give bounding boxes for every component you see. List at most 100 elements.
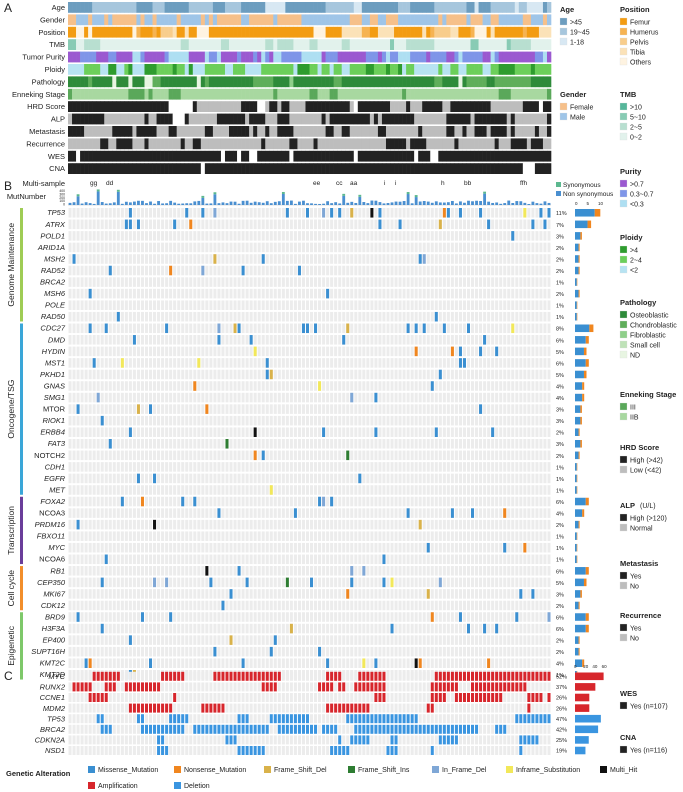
matrix-cell	[96, 208, 100, 218]
track-cell	[357, 163, 363, 174]
track-cell	[253, 76, 258, 88]
track-cell	[466, 88, 471, 100]
matrix-cell	[169, 369, 173, 380]
track-cell	[136, 113, 141, 125]
track-cell	[478, 163, 483, 174]
track-cell	[241, 76, 246, 88]
track-cell	[245, 14, 250, 26]
track-cell	[184, 14, 190, 26]
matrix-cell	[350, 369, 354, 380]
group-bar-0	[20, 208, 23, 322]
track-cell	[381, 88, 387, 100]
matrix-cell	[257, 231, 261, 241]
track-cell	[526, 101, 532, 112]
mutation-cell	[487, 219, 491, 230]
matrix-cell	[318, 277, 322, 287]
matrix-cell	[314, 254, 318, 264]
track-cell	[156, 39, 161, 50]
track-cell	[478, 2, 483, 13]
track-cell	[148, 113, 153, 125]
matrix-cell	[185, 473, 189, 484]
matrix-cell	[495, 335, 499, 345]
matrix-cell	[265, 208, 269, 218]
track-cell	[144, 126, 149, 137]
matrix-cell	[144, 450, 149, 461]
track-cell	[72, 39, 77, 50]
matrix-cell	[483, 208, 487, 218]
track-cell	[385, 64, 391, 75]
track-cell	[128, 126, 133, 137]
matrix-cell	[322, 242, 326, 253]
mutnumber-bar	[382, 203, 386, 205]
track-cell	[402, 64, 407, 75]
matrix-cell	[326, 381, 330, 391]
matrix-cell	[362, 300, 366, 310]
matrix-cell	[225, 300, 229, 310]
matrix-cell	[386, 462, 390, 472]
track-cell	[418, 126, 423, 137]
matrix-cell	[507, 265, 511, 276]
matrix-cell	[237, 427, 241, 437]
matrix-cell	[221, 369, 225, 380]
matrix-cell	[173, 300, 177, 310]
matrix-cell	[136, 381, 140, 391]
track-cell	[192, 163, 198, 174]
matrix-cell	[410, 358, 414, 368]
matrix-cell	[104, 231, 108, 241]
matrix-cell	[422, 208, 426, 218]
matrix-cell	[410, 392, 414, 403]
matrix-cell	[112, 242, 116, 253]
matrix-cell	[221, 381, 225, 391]
matrix-cell	[76, 335, 80, 345]
track-cell	[192, 113, 198, 125]
track-cell	[136, 51, 141, 63]
matrix-cell	[120, 208, 124, 218]
matrix-cell	[531, 404, 535, 414]
track-cell	[156, 101, 161, 112]
matrix-cell	[438, 450, 442, 461]
matrix-cell	[217, 404, 221, 414]
gene-label: EGFR	[44, 474, 65, 483]
matrix-cell	[531, 439, 535, 449]
track-cell	[466, 126, 471, 137]
matrix-cell	[350, 381, 354, 391]
matrix-cell	[209, 335, 213, 345]
mutnumber-bar	[80, 203, 84, 205]
track-cell	[293, 113, 298, 125]
matrix-cell	[543, 254, 547, 264]
track-cell	[398, 113, 403, 125]
track-cell	[510, 39, 516, 50]
track-cell	[249, 113, 254, 125]
track-cell	[196, 76, 202, 88]
matrix-cell	[539, 358, 543, 368]
track-cell	[345, 39, 351, 50]
track-cell	[321, 101, 326, 112]
matrix-cell	[422, 335, 426, 345]
matrix-cell	[104, 392, 108, 403]
matrix-cell	[466, 439, 471, 449]
matrix-cell	[547, 462, 551, 472]
matrix-cell	[442, 427, 446, 437]
matrix-cell	[430, 208, 434, 218]
track-cell	[410, 39, 415, 50]
matrix-cell	[430, 242, 434, 253]
track-cell	[349, 39, 355, 50]
matrix-cell	[285, 288, 289, 299]
matrix-cell	[157, 335, 161, 345]
track-cell	[377, 126, 383, 137]
matrix-cell	[277, 311, 281, 322]
track-cell	[188, 64, 194, 75]
matrix-cell	[466, 335, 471, 345]
track-cell	[325, 26, 330, 38]
matrix-cell	[237, 254, 241, 264]
mutnumber-bar	[261, 202, 265, 205]
track-cell	[261, 64, 266, 75]
matrix-cell	[140, 288, 144, 299]
gene-pct-bar-2	[594, 209, 601, 217]
matrix-cell	[285, 265, 289, 276]
matrix-cell	[173, 311, 177, 322]
track-cell	[325, 113, 330, 125]
matrix-cell	[499, 358, 503, 368]
matrix-cell	[354, 462, 358, 472]
matrix-cell	[132, 231, 136, 241]
